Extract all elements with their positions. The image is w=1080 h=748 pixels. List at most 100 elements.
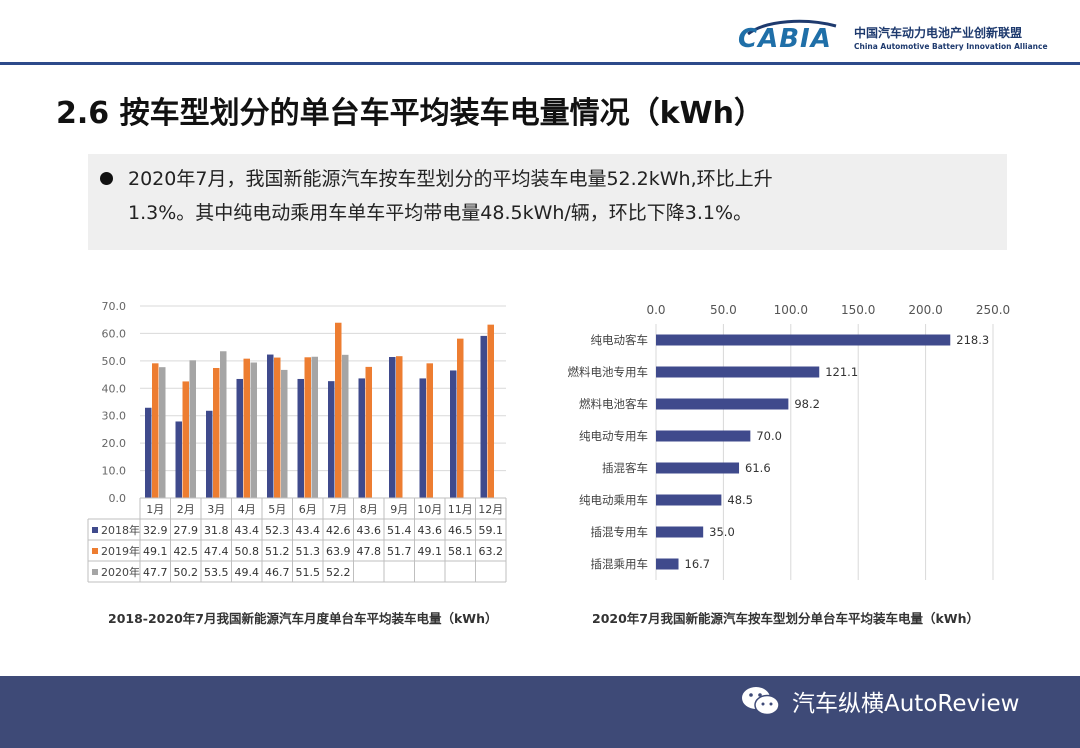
bar-燃料电池专用车 [656, 366, 820, 378]
table-cell: 42.5 [174, 545, 199, 558]
table-cell: 49.1 [418, 545, 443, 558]
right-chart-caption: 2020年7月我国新能源汽车按车型划分单台车平均装车电量（kWh） [592, 611, 979, 626]
bar-纯电动乘用车 [656, 494, 722, 506]
table-cell: 49.4 [235, 566, 260, 579]
legend-label: 2018年 [101, 523, 140, 537]
bar-2020年-2月 [189, 360, 196, 498]
table-cell: 43.6 [418, 524, 443, 537]
y-tick-label: 70.0 [102, 300, 127, 313]
x-tick-label: 9月 [390, 503, 408, 516]
bar-插混客车 [656, 462, 740, 474]
table-cell: 50.8 [235, 545, 260, 558]
y-tick-label: 20.0 [102, 437, 127, 450]
data-label: 98.2 [794, 397, 820, 411]
bar-2020年-5月 [281, 369, 288, 498]
x-tick-label: 150.0 [841, 303, 875, 317]
x-tick-label: 4月 [238, 503, 256, 516]
x-tick-label: 200.0 [908, 303, 942, 317]
footer-band [0, 676, 1080, 748]
table-cell: 47.8 [357, 545, 382, 558]
bar-2018年-5月 [267, 354, 274, 498]
bar-2019年-10月 [426, 363, 433, 498]
bar-2019年-3月 [213, 367, 220, 498]
x-tick-label: 8月 [360, 503, 378, 516]
bar-插混专用车 [656, 526, 704, 538]
bar-2019年-12月 [487, 324, 494, 498]
table-cell: 63.2 [479, 545, 504, 558]
table-cell: 47.4 [204, 545, 229, 558]
bar-2020年-1月 [159, 367, 166, 498]
x-tick-label: 50.0 [710, 303, 737, 317]
table-cell: 47.7 [143, 566, 168, 579]
table-cell: 51.5 [296, 566, 321, 579]
category-label: 燃料电池专用车 [568, 365, 649, 379]
wechat-icon [742, 687, 780, 716]
table-cell: 63.9 [326, 545, 351, 558]
left-chart-caption: 2018-2020年7月我国新能源汽车月度单台车平均装车电量（kWh） [108, 611, 498, 626]
table-cell: 46.5 [448, 524, 473, 537]
category-label: 燃料电池客车 [579, 397, 648, 411]
slide-title: 2.6 按车型划分的单台车平均装车电量情况（kWh） [56, 96, 764, 131]
category-label: 插混客车 [602, 461, 648, 475]
x-tick-label: 7月 [329, 503, 347, 516]
bar-纯电动专用车 [656, 430, 751, 442]
x-tick-label: 3月 [207, 503, 225, 516]
y-tick-label: 50.0 [102, 355, 127, 368]
bar-2018年-1月 [145, 407, 152, 498]
table-cell: 59.1 [479, 524, 504, 537]
bar-2019年-9月 [396, 356, 403, 498]
org-name-cn: 中国汽车动力电池产业创新联盟 [854, 26, 1023, 40]
data-label: 48.5 [727, 493, 753, 507]
org-name-en: China Automotive Battery Innovation Alli… [854, 42, 1048, 51]
bar-2019年-7月 [335, 322, 342, 498]
table-cell: 52.3 [265, 524, 290, 537]
table-cell: 27.9 [174, 524, 199, 537]
category-label: 插混乘用车 [591, 557, 649, 571]
cabia-logo: CABIA 中国汽车动力电池产业创新联盟 China Automotive Ba… [738, 18, 1068, 58]
category-label: 纯电动乘用车 [579, 493, 648, 507]
bar-2019年-5月 [274, 357, 281, 498]
bar-2020年-7月 [342, 354, 349, 498]
legend-key-2018年 [92, 527, 98, 533]
legend-label: 2020年 [101, 565, 140, 579]
category-label: 纯电动客车 [591, 333, 649, 347]
table-cell: 31.8 [204, 524, 229, 537]
bar-2018年-2月 [175, 421, 182, 498]
table-cell: 49.1 [143, 545, 168, 558]
bar-2018年-4月 [236, 378, 243, 498]
bar-纯电动客车 [656, 334, 951, 346]
table-cell: 43.4 [296, 524, 321, 537]
data-label: 35.0 [709, 525, 735, 539]
bar-2019年-4月 [243, 358, 250, 498]
bar-2018年-12月 [480, 335, 487, 498]
table-cell: 42.6 [326, 524, 351, 537]
bullet-dot [100, 172, 113, 185]
data-label: 121.1 [825, 365, 858, 379]
summary-line-2: 1.3%。其中纯电动乘用车单车平均带电量48.5kWh/辆，环比下降3.1%。 [128, 202, 753, 224]
table-cell: 53.5 [204, 566, 229, 579]
table-cell: 51.7 [387, 545, 412, 558]
x-tick-label: 6月 [299, 503, 317, 516]
table-cell: 51.3 [296, 545, 321, 558]
table-cell: 52.2 [326, 566, 351, 579]
summary-box: 2020年7月，我国新能源汽车按车型划分的平均装车电量52.2kWh,环比上升 … [88, 154, 1007, 250]
bar-2019年-6月 [304, 357, 311, 498]
x-tick-label: 5月 [268, 503, 286, 516]
x-tick-label: 12月 [478, 503, 503, 516]
x-tick-label: 100.0 [774, 303, 808, 317]
monthly-avg-chart: 0.0 10.0 20.0 30.0 40.0 50.0 60.0 70.0 1月 2月 3月 4月 5… [87, 300, 507, 583]
data-label: 16.7 [685, 557, 711, 571]
table-cell: 50.2 [174, 566, 199, 579]
bar-2018年-10月 [419, 378, 426, 498]
bar-2020年-3月 [220, 351, 227, 498]
bar-2019年-1月 [152, 363, 159, 498]
bar-2019年-11月 [457, 338, 464, 498]
logo-word: CABIA [738, 24, 832, 54]
car-arc-icon [747, 19, 837, 36]
y-tick-label: 0.0 [109, 492, 127, 505]
watermark-text: 汽车纵横AutoReview [792, 691, 1020, 717]
table-cell: 43.4 [235, 524, 260, 537]
x-tick-label: 10月 [417, 503, 442, 516]
legend-label: 2019年 [101, 544, 140, 558]
legend-key-2019年 [92, 548, 98, 554]
